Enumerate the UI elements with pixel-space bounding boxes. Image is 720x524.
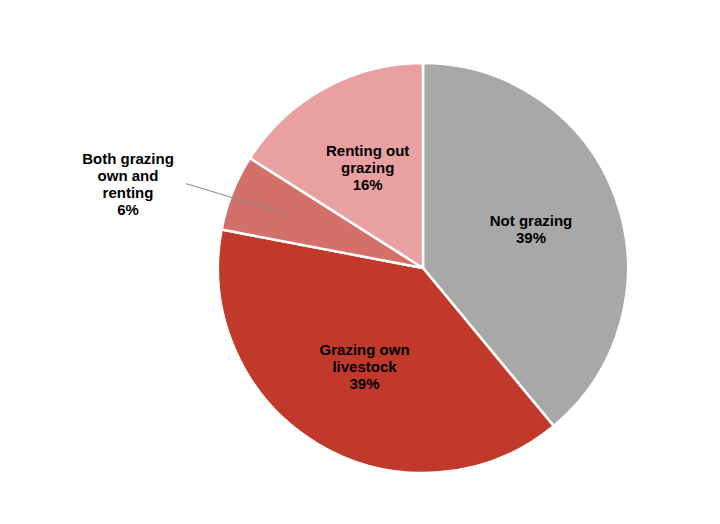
svg-text:Grazing ownlivestock39%: Grazing ownlivestock39%: [320, 341, 410, 392]
svg-text:Not grazing39%: Not grazing39%: [490, 212, 573, 246]
svg-text:Renting outgrazing16%: Renting outgrazing16%: [326, 142, 409, 193]
svg-text:Both grazingown andrenting6%: Both grazingown andrenting6%: [82, 150, 174, 218]
